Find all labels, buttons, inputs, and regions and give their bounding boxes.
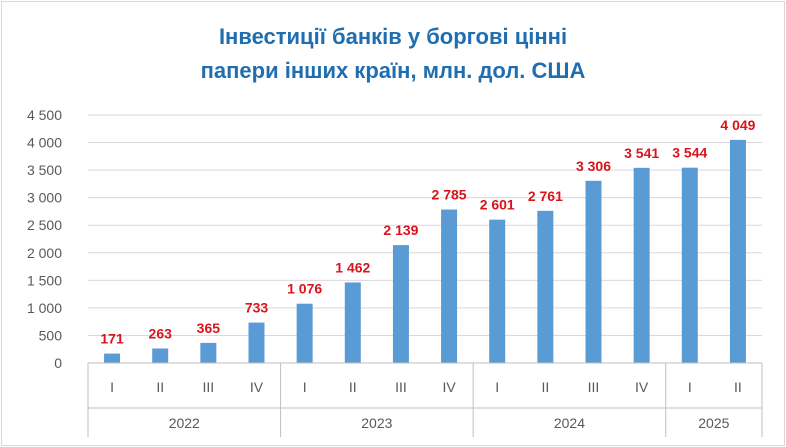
x-tick-label: III [588, 379, 600, 395]
x-tick-label: II [156, 379, 164, 395]
y-tick-label: 4 500 [27, 107, 62, 123]
gridlines [88, 114, 762, 364]
y-tick-label: 0 [54, 355, 62, 371]
x-group-label: 2022 [169, 415, 200, 431]
y-axis-ticks: 0 500 1 000 1 500 2 000 2 500 3 000 3 500 4 000 4… [27, 107, 62, 371]
x-tick-label: IV [635, 379, 649, 395]
data-label: 2 785 [432, 187, 467, 203]
x-group-label: 2023 [361, 415, 392, 431]
data-label: 3 544 [672, 145, 707, 161]
x-tick-label: I [688, 379, 692, 395]
bar [585, 180, 602, 363]
x-tick-label: I [110, 379, 114, 395]
y-tick-label: 2 000 [27, 245, 62, 261]
bar [296, 303, 313, 363]
x-group-label: 2025 [698, 415, 729, 431]
x-tick-label: IV [250, 379, 264, 395]
bar [200, 342, 217, 363]
data-labels: 171 263 365 733 1 076 1 462 2 139 2 785 2 601 2 7… [100, 117, 755, 347]
bar [633, 167, 650, 363]
x-tick-label: II [349, 379, 357, 395]
data-label: 3 306 [576, 158, 611, 174]
x-tick-label: III [203, 379, 215, 395]
bar [729, 139, 746, 363]
bar [104, 353, 121, 363]
y-tick-label: 2 500 [27, 217, 62, 233]
bar [392, 245, 409, 363]
y-tick-label: 3 500 [27, 162, 62, 178]
bar [489, 219, 506, 363]
bar [344, 282, 361, 363]
data-label: 171 [100, 331, 124, 347]
chart-title: Інвестиції банків у боргові цінні папери… [0, 20, 786, 88]
bar [537, 210, 554, 363]
bar [248, 322, 265, 363]
data-label: 733 [245, 300, 269, 316]
data-label: 1 076 [287, 281, 322, 297]
data-label: 2 761 [528, 188, 563, 204]
y-tick-label: 1 000 [27, 300, 62, 316]
y-tick-label: 4 000 [27, 135, 62, 151]
x-tick-label: III [395, 379, 407, 395]
data-label: 2 139 [383, 222, 418, 238]
bar [681, 167, 698, 363]
data-label: 1 462 [335, 259, 370, 275]
data-label: 365 [197, 320, 221, 336]
data-label: 2 601 [480, 197, 515, 213]
x-tick-label: I [303, 379, 307, 395]
bar [152, 348, 169, 363]
y-tick-label: 1 500 [27, 272, 62, 288]
y-tick-label: 3 000 [27, 190, 62, 206]
x-group-label: 2024 [554, 415, 585, 431]
bar [441, 209, 458, 363]
data-label: 263 [149, 326, 173, 342]
chart-title-line-1: Інвестиції банків у боргові цінні [218, 24, 568, 49]
chart-title-line-2: папери інших країн, млн. дол. США [200, 58, 586, 83]
bars [104, 139, 746, 363]
x-tick-label: II [734, 379, 742, 395]
y-tick-label: 500 [39, 327, 63, 343]
x-tick-label: I [495, 379, 499, 395]
data-label: 4 049 [720, 117, 755, 133]
data-label: 3 541 [624, 145, 659, 161]
x-tick-label: IV [442, 379, 456, 395]
x-tick-label: II [541, 379, 549, 395]
